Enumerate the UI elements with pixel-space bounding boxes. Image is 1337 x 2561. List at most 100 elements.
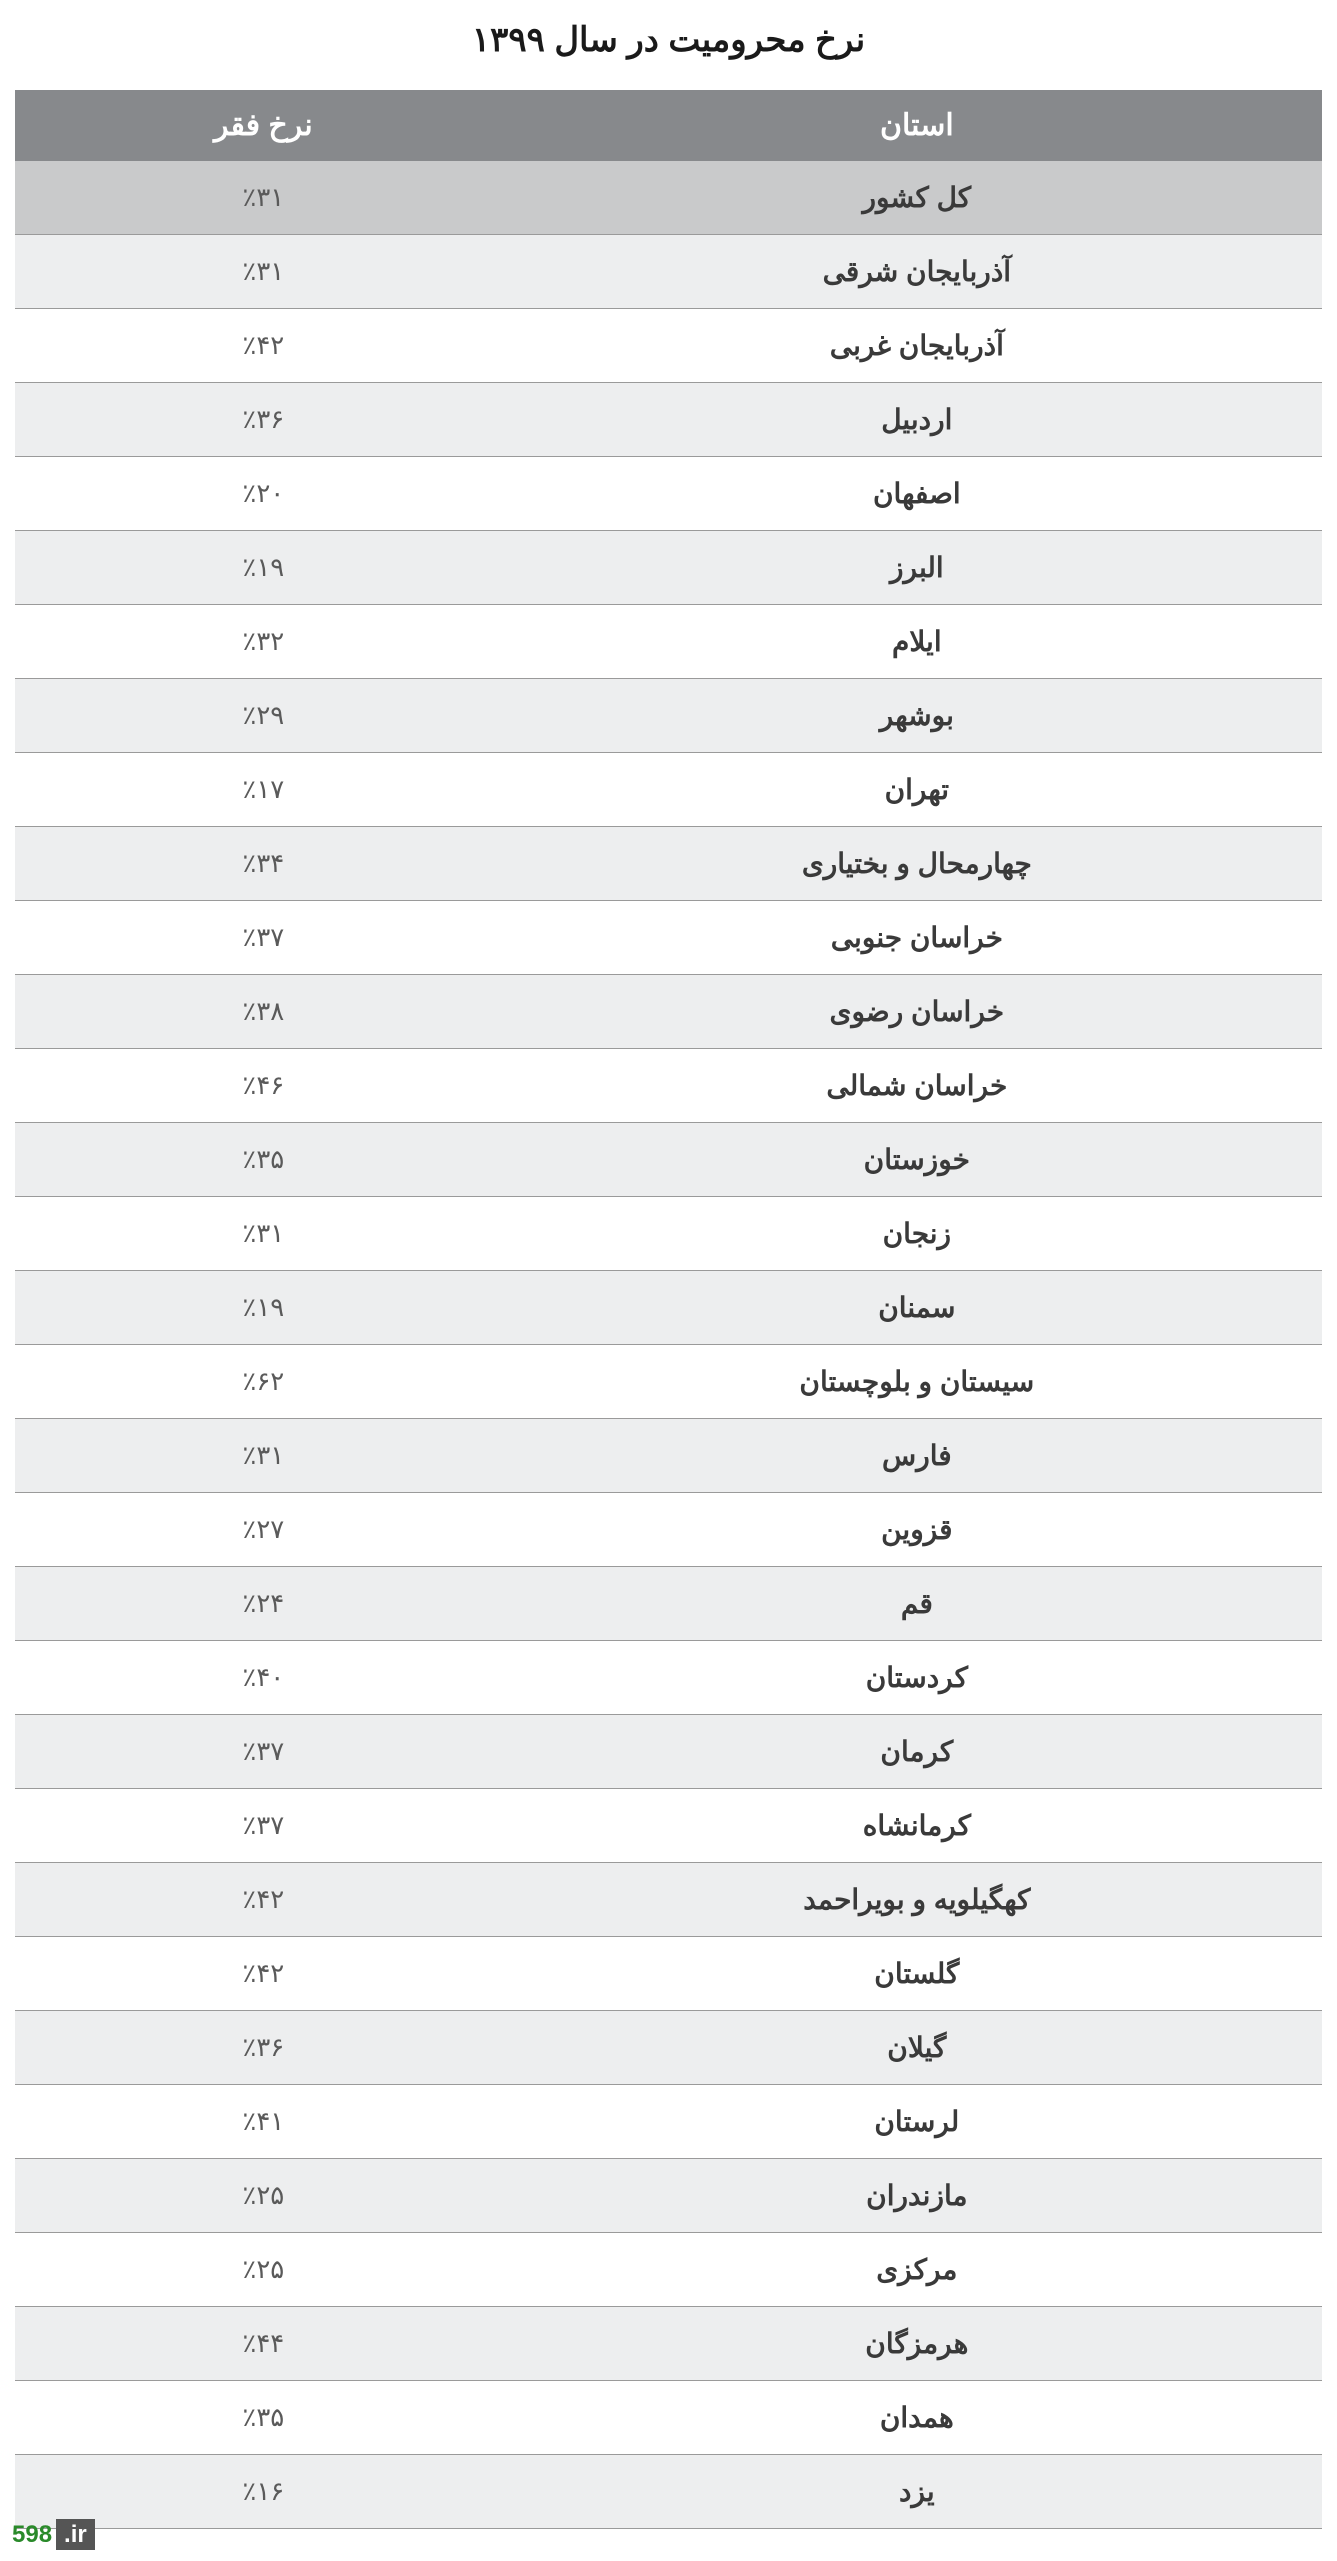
rate-cell: ٪۳۵ [15,2381,512,2455]
rate-cell: ٪۲۵ [15,2159,512,2233]
province-cell: لرستان [512,2085,1322,2159]
province-cell: کرمانشاه [512,1789,1322,1863]
poverty-rate-table: استان نرخ فقر کل کشور٪۳۱آذربایجان شرقی٪۳… [15,90,1322,2529]
province-cell: قم [512,1567,1322,1641]
rate-cell: ٪۴۰ [15,1641,512,1715]
table-row: کل کشور٪۳۱ [15,161,1322,235]
table-row: ایلام٪۳۲ [15,605,1322,679]
province-cell: گلستان [512,1937,1322,2011]
table-row: هرمزگان٪۴۴ [15,2307,1322,2381]
province-cell: خراسان شمالی [512,1049,1322,1123]
province-cell: البرز [512,531,1322,605]
province-cell: یزد [512,2455,1322,2529]
rate-cell: ٪۴۲ [15,1863,512,1937]
table-row: اردبیل٪۳۶ [15,383,1322,457]
province-cell: مازندران [512,2159,1322,2233]
province-cell: کهگیلویه و بویراحمد [512,1863,1322,1937]
province-header: استان [512,90,1322,161]
rate-cell: ٪۳۸ [15,975,512,1049]
province-cell: تهران [512,753,1322,827]
table-row: زنجان٪۳۱ [15,1197,1322,1271]
rate-cell: ٪۳۷ [15,1715,512,1789]
table-row: کرمانشاه٪۳۷ [15,1789,1322,1863]
table-row: همدان٪۳۵ [15,2381,1322,2455]
rate-cell: ٪۴۲ [15,309,512,383]
table-row: سیستان و بلوچستان٪۶۲ [15,1345,1322,1419]
province-cell: ایلام [512,605,1322,679]
source-badge: 598.ir [12,2521,95,2549]
rate-cell: ٪۶۲ [15,1345,512,1419]
province-cell: بوشهر [512,679,1322,753]
table-row: آذربایجان غربی٪۴۲ [15,309,1322,383]
rate-cell: ٪۳۴ [15,827,512,901]
table-row: تهران٪۱۷ [15,753,1322,827]
province-cell: اصفهان [512,457,1322,531]
province-cell: آذربایجان غربی [512,309,1322,383]
province-cell: کرمان [512,1715,1322,1789]
table-body: کل کشور٪۳۱آذربایجان شرقی٪۳۱آذربایجان غرب… [15,161,1322,2529]
rate-cell: ٪۳۵ [15,1123,512,1197]
province-cell: خراسان رضوی [512,975,1322,1049]
province-cell: کل کشور [512,161,1322,235]
rate-cell: ٪۲۹ [15,679,512,753]
rate-cell: ٪۴۴ [15,2307,512,2381]
table-row: قم٪۲۴ [15,1567,1322,1641]
province-cell: گیلان [512,2011,1322,2085]
rate-cell: ٪۴۶ [15,1049,512,1123]
table-row: خراسان شمالی٪۴۶ [15,1049,1322,1123]
province-cell: فارس [512,1419,1322,1493]
table-row: قزوین٪۲۷ [15,1493,1322,1567]
source-suffix: .ir [56,2519,95,2550]
table-row: البرز٪۱۹ [15,531,1322,605]
table-header-row: استان نرخ فقر [15,90,1322,161]
rate-cell: ٪۴۲ [15,1937,512,2011]
table-row: کردستان٪۴۰ [15,1641,1322,1715]
province-cell: سیستان و بلوچستان [512,1345,1322,1419]
rate-cell: ٪۳۱ [15,1197,512,1271]
rate-cell: ٪۴۱ [15,2085,512,2159]
rate-cell: ٪۲۴ [15,1567,512,1641]
rate-cell: ٪۳۱ [15,1419,512,1493]
rate-cell: ٪۱۹ [15,531,512,605]
table-row: کهگیلویه و بویراحمد٪۴۲ [15,1863,1322,1937]
table-row: خراسان رضوی٪۳۸ [15,975,1322,1049]
table-row: کرمان٪۳۷ [15,1715,1322,1789]
rate-cell: ٪۳۲ [15,605,512,679]
table-row: چهارمحال و بختیاری٪۳۴ [15,827,1322,901]
table-row: خراسان جنوبی٪۳۷ [15,901,1322,975]
province-cell: زنجان [512,1197,1322,1271]
province-cell: هرمزگان [512,2307,1322,2381]
rate-header: نرخ فقر [15,90,512,161]
table-row: گیلان٪۳۶ [15,2011,1322,2085]
province-cell: کردستان [512,1641,1322,1715]
page-title: نرخ محرومیت در سال ۱۳۹۹ [15,20,1322,60]
table-row: لرستان٪۴۱ [15,2085,1322,2159]
rate-cell: ٪۱۹ [15,1271,512,1345]
rate-cell: ٪۳۷ [15,901,512,975]
province-cell: خراسان جنوبی [512,901,1322,975]
province-cell: مرکزی [512,2233,1322,2307]
rate-cell: ٪۳۱ [15,235,512,309]
rate-cell: ٪۳۱ [15,161,512,235]
province-cell: آذربایجان شرقی [512,235,1322,309]
source-number: 598 [12,2521,52,2548]
table-row: یزد٪۱۶ [15,2455,1322,2529]
table-row: گلستان٪۴۲ [15,1937,1322,2011]
rate-cell: ٪۱۶ [15,2455,512,2529]
province-cell: سمنان [512,1271,1322,1345]
rate-cell: ٪۱۷ [15,753,512,827]
table-row: مازندران٪۲۵ [15,2159,1322,2233]
province-cell: خوزستان [512,1123,1322,1197]
table-row: بوشهر٪۲۹ [15,679,1322,753]
table-row: اصفهان٪۲۰ [15,457,1322,531]
table-row: فارس٪۳۱ [15,1419,1322,1493]
province-cell: چهارمحال و بختیاری [512,827,1322,901]
rate-cell: ٪۳۶ [15,383,512,457]
rate-cell: ٪۳۷ [15,1789,512,1863]
table-row: سمنان٪۱۹ [15,1271,1322,1345]
rate-cell: ٪۲۷ [15,1493,512,1567]
province-cell: اردبیل [512,383,1322,457]
table-row: خوزستان٪۳۵ [15,1123,1322,1197]
rate-cell: ٪۳۶ [15,2011,512,2085]
rate-cell: ٪۲۰ [15,457,512,531]
